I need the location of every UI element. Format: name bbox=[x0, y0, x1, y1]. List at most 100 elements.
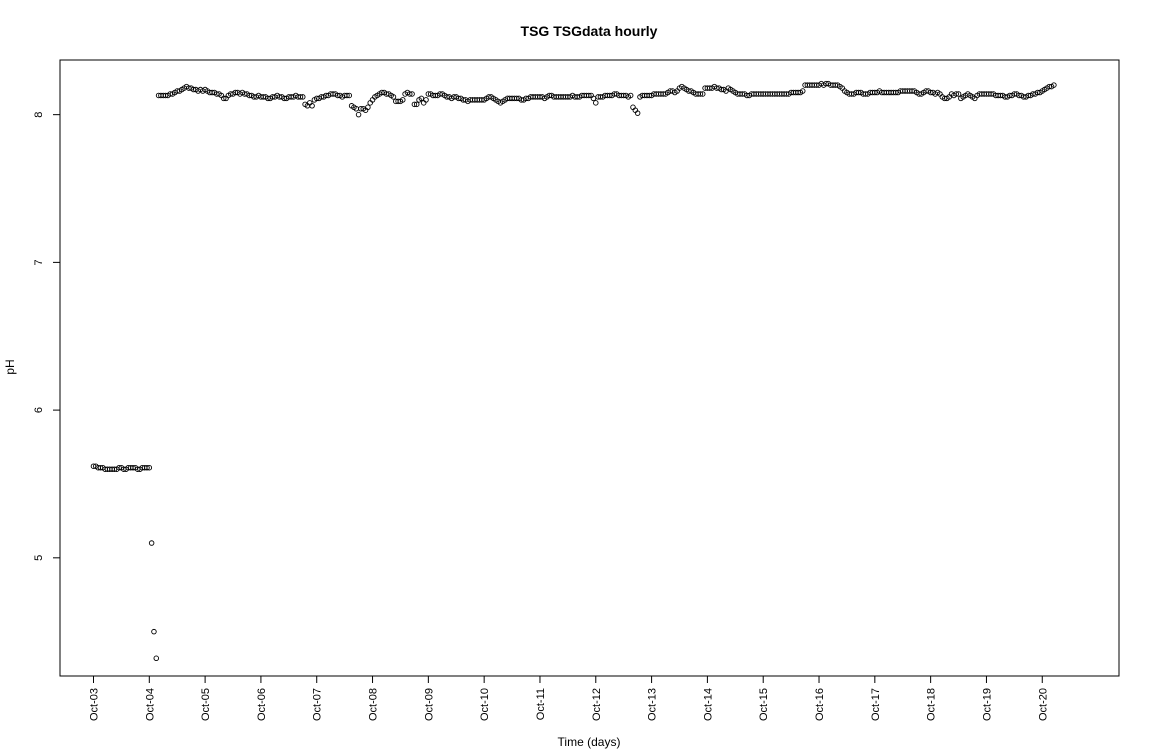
data-point bbox=[383, 91, 390, 97]
data-point bbox=[232, 89, 239, 96]
data-point bbox=[344, 92, 350, 99]
data-point bbox=[330, 91, 336, 97]
data-point bbox=[988, 91, 994, 97]
data-point bbox=[1034, 89, 1041, 96]
x-axis-label: Time (days) bbox=[558, 735, 621, 749]
data-point bbox=[479, 97, 485, 103]
data-point bbox=[744, 92, 750, 99]
data-point bbox=[246, 92, 253, 99]
data-point bbox=[379, 89, 385, 96]
data-point bbox=[265, 95, 271, 102]
data-point bbox=[1006, 92, 1013, 99]
x-tick-label: Oct-16 bbox=[814, 688, 826, 721]
data-point bbox=[455, 95, 462, 102]
data-point bbox=[411, 101, 418, 108]
data-point bbox=[620, 92, 627, 99]
y-axis: 5 6 7 8 bbox=[33, 112, 61, 561]
data-point bbox=[297, 94, 304, 100]
data-point bbox=[318, 94, 325, 100]
data-point bbox=[660, 91, 666, 97]
data-point bbox=[593, 100, 599, 106]
data-point bbox=[400, 97, 406, 103]
x-tick-label: Oct-13 bbox=[647, 688, 659, 721]
data-point bbox=[365, 104, 371, 111]
x-tick-label: Oct-20 bbox=[1037, 688, 1049, 721]
x-tick-label: Oct-12 bbox=[591, 688, 603, 721]
data-point bbox=[174, 88, 180, 94]
data-point bbox=[309, 103, 315, 109]
data-point bbox=[144, 464, 150, 471]
data-point bbox=[146, 464, 153, 471]
data-point bbox=[425, 91, 432, 97]
data-point bbox=[795, 89, 801, 96]
data-point bbox=[611, 91, 618, 97]
y-tick-label: 6 bbox=[33, 407, 45, 413]
x-tick-label: Oct-04 bbox=[144, 688, 156, 721]
data-point bbox=[855, 89, 862, 96]
data-point bbox=[260, 94, 266, 100]
data-point bbox=[413, 101, 420, 108]
data-point bbox=[872, 89, 878, 96]
data-point bbox=[444, 94, 450, 100]
data-point bbox=[597, 94, 604, 100]
data-point bbox=[697, 91, 704, 97]
data-point bbox=[927, 89, 934, 96]
data-point bbox=[955, 91, 962, 97]
x-axis: Oct-03 Oct-04 Oct-05 Oct-06 Oct-07 Oct-08 Oct-… bbox=[88, 675, 1049, 721]
data-point bbox=[313, 95, 320, 102]
data-point bbox=[713, 85, 720, 91]
plot-frame bbox=[59, 59, 1120, 677]
data-point bbox=[460, 97, 466, 103]
x-tick-label: Oct-03 bbox=[88, 688, 100, 721]
data-point bbox=[130, 464, 136, 471]
data-point bbox=[634, 110, 641, 116]
x-tick-label: Oct-15 bbox=[758, 688, 770, 721]
data-point bbox=[667, 88, 673, 94]
chart-title: TSG TSGdata hourly bbox=[521, 23, 658, 39]
data-point bbox=[590, 95, 597, 102]
data-point bbox=[799, 88, 806, 94]
data-point bbox=[686, 88, 692, 94]
data-point bbox=[813, 82, 820, 88]
x-tick-label: Oct-19 bbox=[981, 688, 993, 721]
data-point bbox=[606, 92, 613, 99]
data-point bbox=[700, 91, 706, 97]
data-point bbox=[334, 92, 341, 99]
data-point bbox=[209, 89, 215, 96]
data-point bbox=[627, 92, 634, 99]
x-tick-label: Oct-09 bbox=[423, 688, 435, 721]
data-point bbox=[269, 94, 276, 100]
data-point bbox=[916, 91, 922, 97]
x-tick-label: Oct-08 bbox=[368, 688, 380, 721]
x-tick-label: Oct-14 bbox=[702, 688, 714, 721]
data-point bbox=[346, 92, 353, 99]
x-tick-label: Oct-06 bbox=[256, 688, 268, 721]
data-point bbox=[153, 655, 160, 662]
data-point bbox=[706, 85, 713, 91]
data-point bbox=[537, 94, 543, 100]
data-point bbox=[97, 464, 104, 471]
data-point bbox=[111, 466, 118, 472]
data-point bbox=[718, 86, 725, 93]
y-tick-label: 8 bbox=[33, 112, 45, 118]
data-point bbox=[432, 92, 439, 99]
data-point bbox=[406, 91, 413, 97]
data-point bbox=[646, 92, 653, 99]
data-point bbox=[220, 95, 227, 102]
data-point bbox=[213, 91, 220, 97]
data-point bbox=[518, 97, 525, 103]
data-point bbox=[1002, 94, 1008, 100]
data-point bbox=[355, 111, 362, 118]
x-tick-label: Oct-07 bbox=[312, 688, 324, 721]
data-point bbox=[390, 94, 397, 100]
data-point bbox=[241, 91, 248, 97]
data-point bbox=[1030, 91, 1036, 97]
data-points bbox=[90, 80, 1057, 662]
data-point bbox=[923, 88, 929, 94]
data-point bbox=[953, 91, 959, 97]
data-point bbox=[190, 86, 197, 93]
data-point bbox=[739, 91, 746, 97]
data-point bbox=[1025, 92, 1032, 99]
data-point bbox=[148, 540, 155, 546]
